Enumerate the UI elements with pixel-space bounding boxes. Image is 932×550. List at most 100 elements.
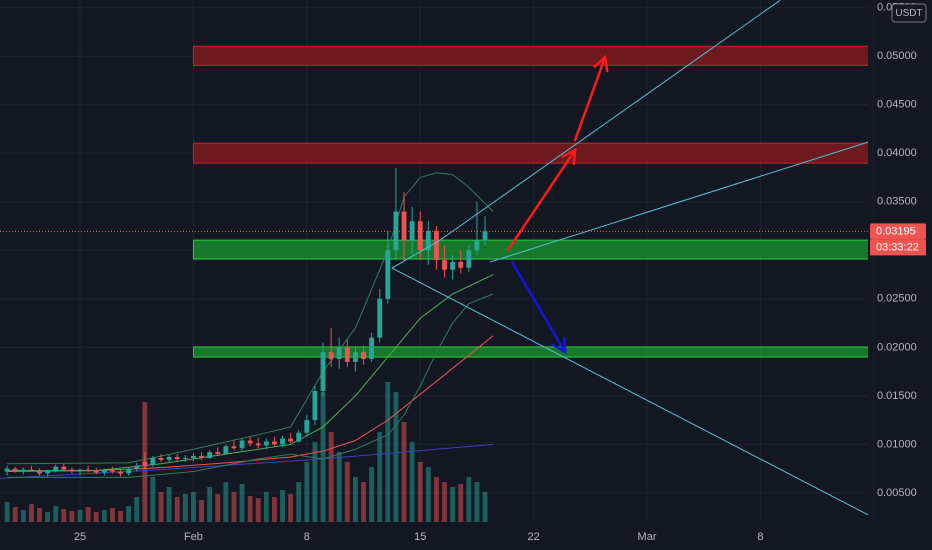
volume-bar xyxy=(215,494,221,522)
volume-bar xyxy=(53,506,59,522)
y-tick-label: 0.01000 xyxy=(877,438,917,450)
candle-body xyxy=(134,465,140,469)
candle-body xyxy=(166,456,172,460)
x-tick-label: 22 xyxy=(528,531,540,543)
candle-body xyxy=(369,337,375,359)
volume-bar xyxy=(166,487,172,522)
candle-body xyxy=(53,466,59,471)
volume-bar xyxy=(126,506,132,522)
candle-body xyxy=(77,469,83,472)
price-badges: 0.03195 03:33:22 USDT xyxy=(870,3,927,256)
candle-body xyxy=(474,240,480,251)
candle-body xyxy=(336,347,342,359)
candle-body xyxy=(304,420,310,433)
volume-bar xyxy=(263,492,269,522)
y-tick-label: 0.04000 xyxy=(877,147,917,159)
candle-body xyxy=(425,230,431,251)
x-tick-label: 15 xyxy=(414,531,426,543)
candle-body xyxy=(328,352,334,359)
volume-bar xyxy=(28,504,34,522)
volume-bar xyxy=(190,492,196,522)
volume-bar xyxy=(280,490,285,522)
candle-body xyxy=(255,443,261,446)
volume-bar xyxy=(458,484,464,522)
candle-body xyxy=(142,461,148,465)
candle-body xyxy=(271,441,277,445)
volume-bar xyxy=(320,392,326,522)
candle-body xyxy=(393,211,399,251)
trendline xyxy=(391,239,441,269)
volume-bar xyxy=(304,462,310,522)
candle-body xyxy=(352,352,358,362)
indicator-line xyxy=(7,172,494,465)
candle-body xyxy=(69,469,75,472)
volume-bar xyxy=(101,510,107,522)
x-tick-label: 15 xyxy=(868,531,880,543)
candle-body xyxy=(247,440,253,444)
candle-body xyxy=(199,456,204,458)
candle-body xyxy=(320,352,326,392)
volume-bar xyxy=(158,492,164,522)
candle-body xyxy=(118,471,123,474)
volume-bar xyxy=(45,512,51,522)
candle-body xyxy=(231,446,237,449)
volume-bar xyxy=(77,510,83,522)
zone xyxy=(192,239,868,260)
candle-body xyxy=(37,470,42,474)
x-tick-label: 8 xyxy=(304,531,310,543)
candle-body xyxy=(85,469,91,471)
volume-bar xyxy=(401,422,407,522)
candle-body xyxy=(458,261,464,268)
candle-body xyxy=(190,456,196,458)
arrow xyxy=(506,147,577,252)
volume-bar xyxy=(182,494,188,522)
candle-body xyxy=(207,452,213,458)
volume-bar xyxy=(174,497,180,522)
countdown-badge xyxy=(870,239,926,256)
x-tick-label: Feb xyxy=(184,531,203,543)
volume-bar xyxy=(409,442,415,522)
candle-body xyxy=(45,470,51,474)
candle-body xyxy=(280,438,285,445)
last-price-label: 0.03195 xyxy=(876,225,916,237)
currency-badge xyxy=(891,3,927,23)
volume-bar xyxy=(12,507,18,522)
candle-body xyxy=(417,221,423,251)
volume-bar xyxy=(336,452,342,522)
volume-bar xyxy=(482,492,488,522)
volume-bar xyxy=(20,510,26,522)
candle-body xyxy=(20,469,26,472)
candle-body xyxy=(312,391,318,421)
candle-body xyxy=(361,352,366,359)
volume-bar xyxy=(361,482,366,522)
candle-body xyxy=(174,456,180,459)
volume-bar xyxy=(474,482,480,522)
volume-bar xyxy=(393,392,399,522)
last-price-badge xyxy=(870,223,926,240)
volume-bar xyxy=(417,462,423,522)
candle-body xyxy=(182,457,188,459)
candle-body xyxy=(4,468,10,472)
candle-body xyxy=(12,468,18,472)
volume-bar xyxy=(377,432,383,522)
volume-bar xyxy=(296,482,302,522)
y-tick-label: 0.02000 xyxy=(877,341,917,353)
indicator-line xyxy=(7,274,494,472)
candle-body xyxy=(434,230,439,261)
x-tick-label: Mar xyxy=(638,531,657,543)
volume-bar xyxy=(109,508,115,522)
x-tick-label: 25 xyxy=(74,531,86,543)
volume-bar xyxy=(466,477,472,522)
y-tick-label: 0.03500 xyxy=(877,196,917,208)
trendline xyxy=(489,141,868,263)
volume-bar xyxy=(37,508,42,522)
volume-bar xyxy=(239,484,245,522)
candle-body xyxy=(61,466,67,470)
candle-body xyxy=(126,468,132,474)
candle-body xyxy=(482,231,488,241)
candle-body xyxy=(296,432,302,442)
volume-bar xyxy=(450,487,456,522)
